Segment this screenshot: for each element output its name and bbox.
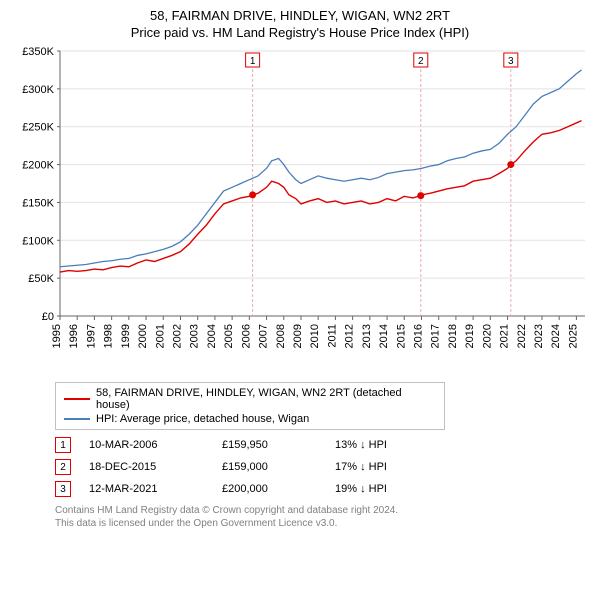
svg-text:3: 3 — [508, 56, 514, 67]
svg-text:2021: 2021 — [499, 324, 511, 348]
sale-price: £159,950 — [222, 439, 317, 451]
svg-text:1999: 1999 — [120, 324, 132, 348]
legend-label: 58, FAIRMAN DRIVE, HINDLEY, WIGAN, WN2 2… — [96, 387, 436, 411]
legend: 58, FAIRMAN DRIVE, HINDLEY, WIGAN, WN2 2… — [55, 382, 445, 430]
table-row: 2 18-DEC-2015 £159,000 17% ↓ HPI — [55, 456, 590, 478]
svg-text:2025: 2025 — [567, 324, 579, 348]
legend-swatch — [64, 418, 90, 420]
svg-text:2003: 2003 — [189, 324, 201, 348]
title-line-1: 58, FAIRMAN DRIVE, HINDLEY, WIGAN, WN2 2… — [10, 8, 590, 23]
table-row: 3 12-MAR-2021 £200,000 19% ↓ HPI — [55, 478, 590, 500]
footer-line-1: Contains HM Land Registry data © Crown c… — [55, 504, 590, 517]
svg-text:2017: 2017 — [430, 324, 442, 348]
svg-text:£300K: £300K — [22, 84, 54, 96]
legend-item: 58, FAIRMAN DRIVE, HINDLEY, WIGAN, WN2 2… — [64, 386, 436, 412]
svg-text:2014: 2014 — [378, 324, 390, 348]
sale-date: 12-MAR-2021 — [89, 483, 204, 495]
svg-text:2015: 2015 — [395, 324, 407, 348]
svg-text:2010: 2010 — [309, 324, 321, 348]
svg-text:2019: 2019 — [464, 324, 476, 348]
sale-date: 18-DEC-2015 — [89, 461, 204, 473]
svg-text:£100K: £100K — [22, 235, 54, 247]
sale-hpi-diff: 13% ↓ HPI — [335, 439, 455, 451]
svg-text:2000: 2000 — [137, 324, 149, 348]
sale-marker-box: 3 — [55, 481, 71, 497]
sale-marker-box: 1 — [55, 437, 71, 453]
footer-line-2: This data is licensed under the Open Gov… — [55, 517, 590, 530]
sale-marker-box: 2 — [55, 459, 71, 475]
chart-area: £0 £50K £100K £150K £200K £250K £300K £350K 1995… — [10, 46, 590, 376]
svg-text:2020: 2020 — [481, 324, 493, 348]
svg-text:2016: 2016 — [412, 324, 424, 348]
svg-text:1996: 1996 — [68, 324, 80, 348]
svg-text:1998: 1998 — [103, 324, 115, 348]
sale-hpi-diff: 19% ↓ HPI — [335, 483, 455, 495]
chart-container: 58, FAIRMAN DRIVE, HINDLEY, WIGAN, WN2 2… — [0, 0, 600, 536]
svg-text:2002: 2002 — [171, 324, 183, 348]
svg-text:£250K: £250K — [22, 122, 54, 134]
svg-text:2022: 2022 — [516, 324, 528, 348]
svg-text:1997: 1997 — [85, 324, 97, 348]
svg-text:£350K: £350K — [22, 46, 54, 58]
legend-label: HPI: Average price, detached house, Wiga… — [96, 413, 309, 425]
svg-text:2023: 2023 — [533, 324, 545, 348]
svg-text:£200K: £200K — [22, 160, 54, 172]
svg-text:£0: £0 — [42, 311, 54, 323]
svg-text:£150K: £150K — [22, 197, 54, 209]
svg-text:2005: 2005 — [223, 324, 235, 348]
legend-item: HPI: Average price, detached house, Wiga… — [64, 412, 436, 426]
svg-text:2024: 2024 — [550, 324, 562, 348]
svg-text:2008: 2008 — [275, 324, 287, 348]
sale-price: £159,000 — [222, 461, 317, 473]
svg-text:2009: 2009 — [292, 324, 304, 348]
svg-text:2018: 2018 — [447, 324, 459, 348]
svg-text:2007: 2007 — [258, 324, 270, 348]
svg-text:2: 2 — [418, 56, 424, 67]
footer-attribution: Contains HM Land Registry data © Crown c… — [55, 504, 590, 530]
sale-date: 10-MAR-2006 — [89, 439, 204, 451]
svg-text:2006: 2006 — [240, 324, 252, 348]
svg-text:£50K: £50K — [28, 273, 54, 285]
title-line-2: Price paid vs. HM Land Registry's House … — [10, 25, 590, 40]
svg-text:2012: 2012 — [344, 324, 356, 348]
svg-text:1: 1 — [250, 56, 256, 67]
svg-text:2013: 2013 — [361, 324, 373, 348]
sales-table: 1 10-MAR-2006 £159,950 13% ↓ HPI 2 18-DEC-201… — [55, 434, 590, 500]
svg-text:1995: 1995 — [51, 324, 63, 348]
legend-swatch — [64, 398, 90, 400]
sale-price: £200,000 — [222, 483, 317, 495]
sale-hpi-diff: 17% ↓ HPI — [335, 461, 455, 473]
svg-text:2011: 2011 — [326, 324, 338, 348]
svg-text:2001: 2001 — [154, 324, 166, 348]
svg-text:2004: 2004 — [206, 324, 218, 348]
table-row: 1 10-MAR-2006 £159,950 13% ↓ HPI — [55, 434, 590, 456]
line-chart-svg: £0 £50K £100K £150K £200K £250K £300K £350K 1995… — [10, 46, 590, 376]
